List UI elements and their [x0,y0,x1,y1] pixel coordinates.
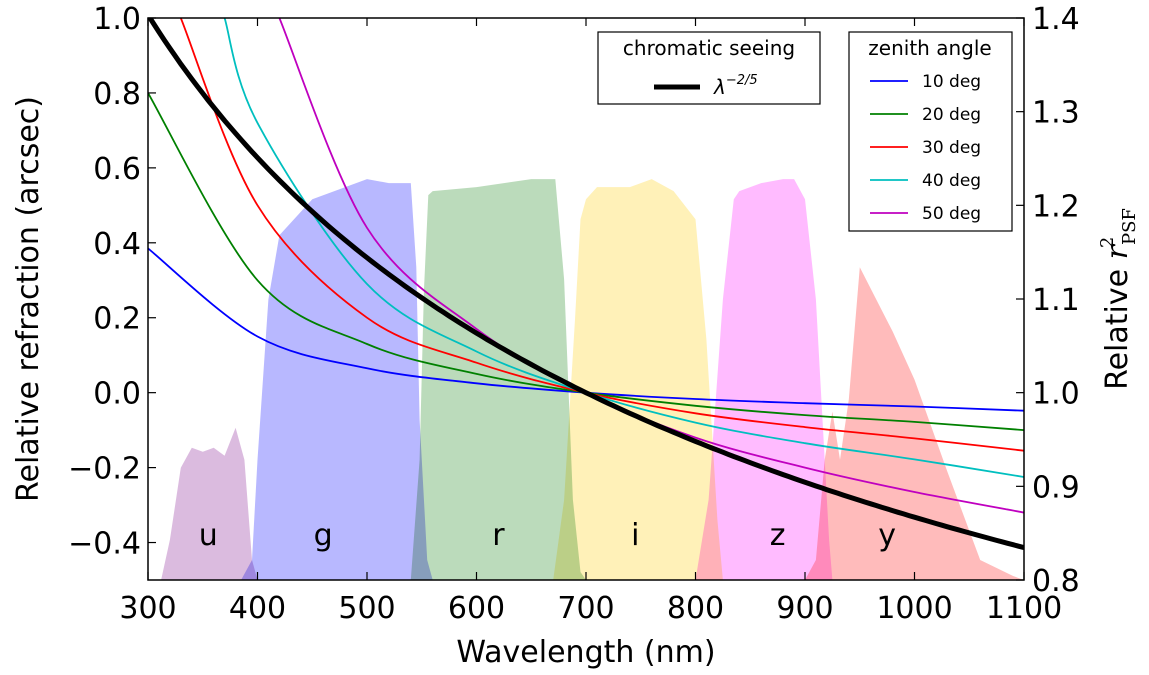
filter-bands [161,179,1024,580]
y-right-tick-label: 0.8 [1032,564,1080,599]
filter-band-label-y: y [878,518,896,553]
legend-zenith-box [848,31,1013,232]
y-right-axis-sub: PSF [1119,208,1140,245]
filter-band-label-z: z [770,518,786,553]
legend-chromatic-seeing: chromatic seeing λ−2/5 [597,31,821,105]
y-right-tick-label: 1.1 [1032,283,1080,318]
legend-zenith-entries: 10 deg 20 deg 30 deg 40 deg 50 deg [870,72,981,224]
legend-seeing-lambda: λ [713,75,726,99]
x-tick-label: 500 [338,591,395,626]
legend-zenith-label: 30 deg [922,138,981,158]
y-left-tick-label: 0.4 [93,227,141,262]
y-left-tick-label: 0.6 [93,152,141,187]
legend-chromatic-seeing-title: chromatic seeing [623,36,795,60]
legend-seeing-label: λ−2/5 [713,73,758,99]
legend-zenith-label: 40 deg [922,171,981,191]
filter-band-u [161,427,258,580]
x-tick-label: 300 [119,591,176,626]
legend-zenith-label: 20 deg [922,105,981,125]
y-left-tick-label: −0.2 [68,452,141,487]
x-tick-label: 600 [448,591,505,626]
refraction-curve-3 [179,18,1024,452]
y-left-tick-label: 0.0 [93,377,141,412]
filter-band-label-r: r [492,518,505,553]
filter-band-z [695,179,833,580]
refraction-curves [148,18,1024,551]
legend-zenith-angle: zenith angle 10 deg 20 deg 30 deg 40 deg 50 … [848,31,1013,232]
filter-band-label-i: i [631,518,639,553]
y-right-tick-label: 0.9 [1032,470,1080,505]
y-right-tick-label: 1.3 [1032,96,1080,131]
x-tick-label: 1000 [876,591,952,626]
filter-band-y [805,267,1024,580]
y-right-axis-sup: 2 [1097,237,1118,248]
filter-band-label-g: g [314,518,333,553]
refraction-curve-2 [148,92,1024,431]
legend-zenith-label: 50 deg [922,204,981,224]
x-tick-label: 800 [667,591,724,626]
chromatic-seeing-curve [148,18,1024,551]
x-tick-label: 900 [776,591,833,626]
y-right-axis-prefix: Relative [1100,259,1135,390]
y-left-axis-title: Relative refraction (arcsec) [11,96,46,502]
filter-band-g [241,179,433,580]
legend-chromatic-seeing-box [597,31,821,105]
legend-zenith-label: 10 deg [922,72,981,92]
x-axis-title: Wavelength (nm) [456,635,715,670]
y-right-tick-label: 1.4 [1032,2,1080,37]
y-right-tick-label: 1.2 [1032,189,1080,224]
legend-seeing-exponent: −2/5 [726,73,758,88]
y-right-axis-title: Relative rPSF2 [1097,208,1140,390]
filter-band-label-u: u [199,518,218,553]
x-tick-label: 400 [229,591,286,626]
x-tick-label: 1100 [986,591,1062,626]
y-left-tick-label: 1.0 [93,2,141,37]
y-left-tick-label: 0.8 [93,77,141,112]
legend-zenith-title: zenith angle [868,36,991,60]
x-tick-label: 700 [557,591,614,626]
y-left-tick-label: −0.4 [68,527,141,562]
y-right-axis-symbol: r [1100,243,1135,259]
y-left-tick-label: 0.2 [93,302,141,337]
y-right-tick-label: 1.0 [1032,377,1080,412]
axis-ticks: 300 400 500 600 700 800 900 1000 1100 1.0 0.8 0.6 0.… [68,2,1080,626]
filter-band-r [410,179,586,580]
filter-band-i [553,179,723,580]
